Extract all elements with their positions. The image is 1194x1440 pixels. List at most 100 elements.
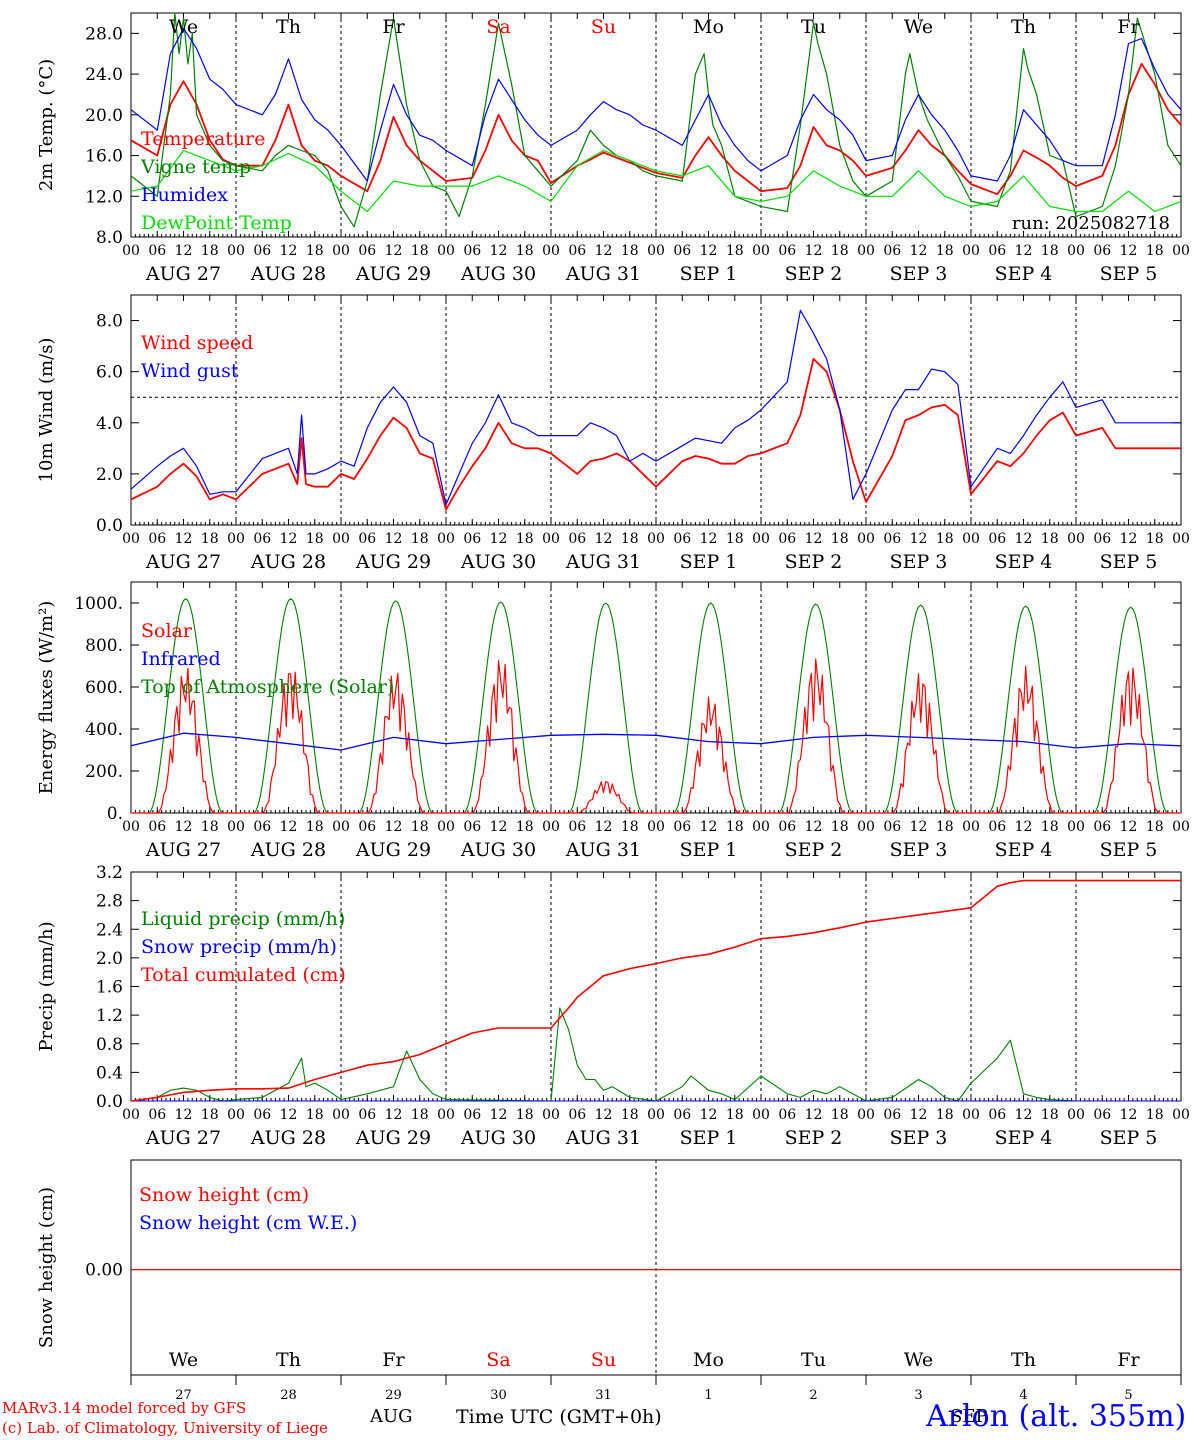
hour-tick-label: 18 <box>516 819 534 835</box>
weekday-label: We <box>904 1349 933 1371</box>
hour-tick-label: 06 <box>568 819 586 835</box>
day-label: SEP 5 <box>1100 839 1158 861</box>
weekday-label: Fr <box>1117 16 1140 38</box>
hour-tick-label: 18 <box>306 531 324 547</box>
hour-tick-label: 18 <box>831 819 849 835</box>
hour-tick-label: 00 <box>542 243 560 259</box>
hour-tick-label: 00 <box>857 243 875 259</box>
hour-tick-label: 06 <box>883 1107 901 1123</box>
hour-tick-label: 12 <box>805 531 823 547</box>
y-tick-label: 8.0 <box>96 312 123 332</box>
station-label: Arlon (alt. 355m) <box>926 1399 1187 1434</box>
hour-tick-label: 00 <box>332 531 350 547</box>
weekday-label: We <box>169 1349 198 1371</box>
legend-total-cumulated-cm: Total cumulated (cm) <box>141 964 346 986</box>
hour-tick-label: 12 <box>910 819 928 835</box>
legend-dewpoint-temp: DewPoint Temp <box>141 212 292 234</box>
series-line-0 <box>130 1007 1181 1102</box>
hour-tick-label: 00 <box>122 1107 140 1123</box>
day-number-label: 29 <box>385 1388 402 1403</box>
day-label: SEP 3 <box>890 263 948 285</box>
day-label: AUG 30 <box>460 839 536 861</box>
hour-tick-label: 12 <box>490 531 508 547</box>
hour-tick-label: 00 <box>962 243 980 259</box>
hour-tick-label: 18 <box>1041 1107 1059 1123</box>
hour-tick-label: 18 <box>201 243 219 259</box>
weekday-label: Su <box>591 1349 616 1371</box>
y-tick-label: 3.2 <box>96 863 123 883</box>
hour-tick-label: 06 <box>463 531 481 547</box>
day-label: AUG 28 <box>250 1127 326 1149</box>
legend-wind-gust: Wind gust <box>141 360 239 382</box>
hour-tick-label: 18 <box>726 1107 744 1123</box>
credit-line-1: MARv3.14 model forced by GFS <box>2 1399 247 1417</box>
hour-tick-label: 18 <box>201 1107 219 1123</box>
weekday-label: We <box>904 16 933 38</box>
hour-tick-label: 00 <box>647 243 665 259</box>
day-label: AUG 28 <box>250 551 326 573</box>
day-label: AUG 27 <box>145 263 221 285</box>
day-label: SEP 2 <box>785 551 843 573</box>
series-line-2 <box>130 879 1181 1102</box>
hour-tick-label: 18 <box>726 243 744 259</box>
hour-tick-label: 12 <box>700 243 718 259</box>
hour-tick-label: 12 <box>1120 531 1138 547</box>
hour-tick-label: 00 <box>1172 531 1190 547</box>
hour-tick-label: 00 <box>437 531 455 547</box>
hour-tick-label: 00 <box>1172 1107 1190 1123</box>
hour-tick-label: 12 <box>595 243 613 259</box>
hour-tick-label: 12 <box>1120 819 1138 835</box>
hour-tick-label: 12 <box>805 243 823 259</box>
day-label: SEP 2 <box>785 839 843 861</box>
month-label-sep: SEP <box>950 1406 988 1427</box>
day-number-label: 27 <box>175 1388 192 1403</box>
infrared-line <box>130 732 1182 751</box>
hour-tick-label: 06 <box>148 1107 166 1123</box>
hour-tick-label: 00 <box>437 243 455 259</box>
hour-tick-label: 06 <box>673 531 691 547</box>
hour-tick-label: 06 <box>988 1107 1006 1123</box>
y-tick-label: 1.2 <box>96 1006 123 1026</box>
hour-tick-label: 18 <box>1146 243 1164 259</box>
hour-tick-label: 06 <box>673 1107 691 1123</box>
hour-tick-label: 06 <box>778 531 796 547</box>
hour-tick-label: 06 <box>1093 243 1111 259</box>
hour-tick-label: 06 <box>988 243 1006 259</box>
hour-tick-label: 00 <box>437 819 455 835</box>
y-tick-label: 1000. <box>74 594 123 614</box>
legend-wind-speed: Wind speed <box>141 332 253 354</box>
hour-tick-label: 06 <box>463 819 481 835</box>
hour-tick-label: 12 <box>385 531 403 547</box>
legend-solar: Solar <box>141 620 193 642</box>
hour-tick-label: 00 <box>752 531 770 547</box>
hour-tick-label: 12 <box>805 819 823 835</box>
hour-tick-label: 12 <box>595 819 613 835</box>
hour-tick-label: 00 <box>752 819 770 835</box>
hour-tick-label: 12 <box>280 243 298 259</box>
day-number-label: 1 <box>704 1388 712 1403</box>
hour-tick-label: 12 <box>595 1107 613 1123</box>
hour-tick-label: 06 <box>988 531 1006 547</box>
weekday-label: Fr <box>382 16 405 38</box>
legend-top-of-atmosphere-solar: Top of Atmosphere (Solar) <box>141 676 394 698</box>
hour-tick-label: 00 <box>542 1107 560 1123</box>
day-label: SEP 5 <box>1100 263 1158 285</box>
day-label: SEP 4 <box>995 839 1053 861</box>
hour-tick-label: 18 <box>831 531 849 547</box>
hour-tick-label: 12 <box>280 819 298 835</box>
y-tick-label: 4.0 <box>96 414 123 434</box>
hour-tick-label: 18 <box>516 243 534 259</box>
hour-tick-label: 12 <box>1015 531 1033 547</box>
day-label: SEP 4 <box>995 1127 1053 1149</box>
legend-liquid-precip-mm-h: Liquid precip (mm/h) <box>141 908 345 930</box>
hour-tick-label: 00 <box>542 531 560 547</box>
hour-tick-label: 06 <box>778 819 796 835</box>
day-number-label: 2 <box>809 1388 817 1403</box>
hour-tick-label: 00 <box>227 1107 245 1123</box>
y-tick-label: 0. <box>107 804 123 824</box>
day-label: AUG 31 <box>565 551 641 573</box>
weekday-label: Tu <box>801 16 826 38</box>
hour-tick-label: 06 <box>568 531 586 547</box>
day-label: AUG 29 <box>355 263 431 285</box>
hour-tick-label: 06 <box>253 819 271 835</box>
